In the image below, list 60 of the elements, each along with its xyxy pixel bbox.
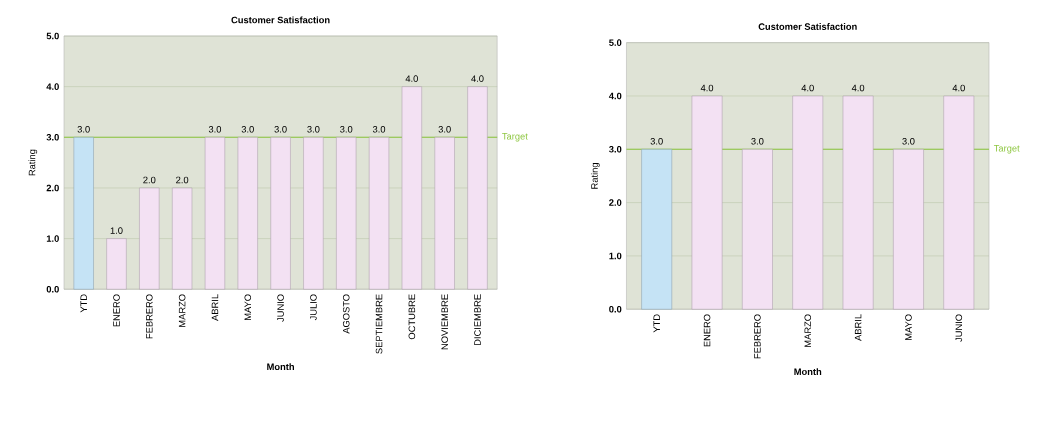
data-label: 3.0: [902, 138, 915, 145]
data-label: 3.0: [372, 126, 386, 133]
y-tick-label: 1.0: [609, 252, 622, 260]
y-tick-label: 0.0: [46, 286, 59, 293]
x-tick-label: AGOSTO: [342, 294, 350, 334]
data-label: 3.0: [751, 138, 764, 145]
y-tick-label: 2.0: [609, 199, 622, 207]
data-label: 3.0: [307, 126, 320, 133]
chart-title: Customer Satisfaction: [231, 16, 330, 24]
x-tick-label: FEBRERO: [754, 314, 761, 359]
y-tick-label: 1.0: [46, 235, 59, 243]
ref-line-label: Target: [502, 133, 528, 142]
y-axis-title: Rating: [590, 163, 600, 189]
data-label: 3.0: [241, 126, 254, 133]
data-label: 4.0: [952, 84, 965, 92]
data-label: 2.0: [143, 176, 156, 184]
data-label: 4.0: [700, 84, 714, 92]
x-tick-label: SEPTIEMBRE: [375, 294, 383, 354]
x-tick-label: DICIEMBRE: [474, 294, 481, 346]
x-tick-label: JULIO: [310, 294, 317, 321]
x-tick-label: OCTUBRE: [408, 294, 416, 340]
y-tick-label: 4.0: [46, 83, 59, 91]
data-label: 4.0: [801, 84, 814, 92]
data-label: 1.0: [110, 227, 123, 235]
data-label: 3.0: [208, 126, 222, 133]
data-label: 4.0: [471, 75, 484, 83]
y-tick-label: 5.0: [609, 39, 622, 47]
x-tick-label: YTD: [80, 294, 87, 313]
y-tick-label: 0.0: [609, 306, 622, 313]
data-label: 3.0: [340, 126, 353, 133]
data-label: 4.0: [851, 84, 865, 92]
y-tick-label: 3.0: [46, 134, 59, 141]
y-tick-label: 4.0: [608, 92, 622, 100]
y-tick-label: 2.0: [46, 184, 59, 192]
data-label: 4.0: [405, 75, 418, 83]
x-tick-label: JUNIO: [277, 294, 284, 323]
x-tick-label: ABRIL: [211, 294, 219, 322]
x-tick-label: FEBRERO: [146, 294, 153, 339]
x-axis-title: Month: [794, 368, 822, 376]
x-tick-label: ENERO: [703, 314, 711, 347]
data-label: 3.0: [77, 126, 90, 133]
y-axis-title: Rating: [28, 149, 38, 176]
x-tick-label: MARZO: [178, 294, 186, 328]
x-tick-label: NOVIEMBRE: [441, 294, 448, 350]
x-axis-title: Month: [267, 363, 294, 371]
chart-title: Customer Satisfaction: [758, 23, 857, 31]
data-label: 2.0: [176, 176, 189, 184]
y-tick-label: 5.0: [46, 32, 59, 40]
x-tick-label: MAYO: [244, 294, 252, 321]
x-tick-label: YTD: [653, 314, 660, 333]
x-tick-label: MARZO: [804, 314, 812, 348]
data-label: 3.0: [650, 138, 663, 145]
y-tick-label: 3.0: [609, 146, 622, 153]
data-label: 3.0: [438, 126, 451, 133]
x-tick-label: MAYO: [905, 314, 912, 341]
x-tick-label: JUNIO: [955, 314, 963, 343]
x-tick-label: ABRIL: [854, 314, 862, 342]
x-tick-label: ENERO: [113, 294, 120, 327]
data-label: 3.0: [274, 126, 287, 133]
ref-line-label: Target: [993, 145, 1020, 154]
